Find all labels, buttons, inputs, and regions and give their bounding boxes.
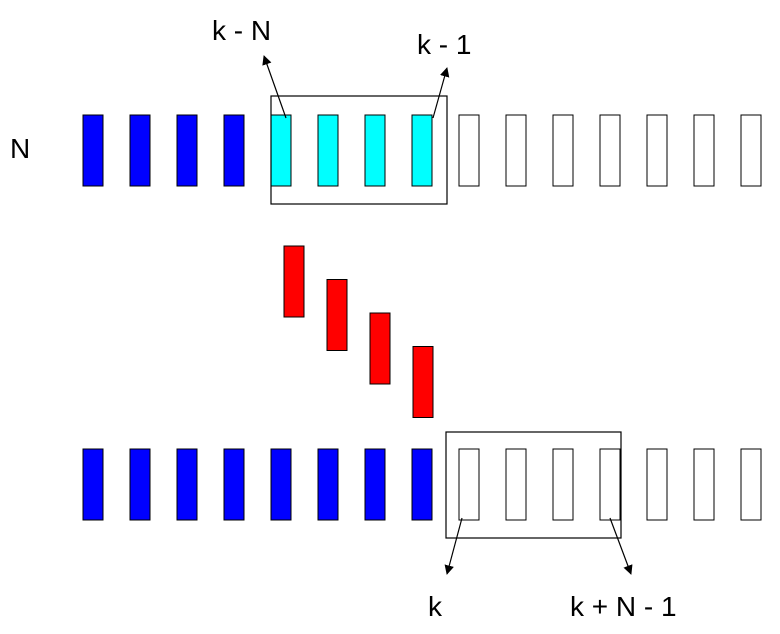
shift-block [326,279,348,351]
bottom-cell-past [223,448,245,521]
label-k-minus-1: k - 1 [417,29,471,60]
top-cell-future [552,114,574,187]
bottom-cell-future [740,448,762,521]
top-cell-window [317,114,339,187]
arrow-k-minus-1 [432,67,450,119]
shift-block [412,346,434,418]
bottom-cell-past [270,448,292,521]
top-cell-future [693,114,715,187]
bottom-cell-past [129,448,151,521]
top-cell-window [411,114,433,187]
arrow-k-minus-n [262,55,287,119]
label-k: k [428,591,443,622]
bottom-cell-future [646,448,668,521]
bottom-cell-past [176,448,198,521]
bottom-cell-past [82,448,104,521]
label-k-minus-n: k - N [212,15,271,46]
top-cell-future [646,114,668,187]
top-cell-future [740,114,762,187]
bottom-cell-past [411,448,433,521]
top-cell-future [458,114,480,187]
shift-block [369,312,391,385]
current-window-frame [270,95,448,205]
bottom-cell-future [505,448,527,521]
top-cell-future [505,114,527,187]
top-cell-past [223,114,245,187]
bottom-cell-future [458,448,480,521]
top-cell-window [364,114,386,187]
arrow-k [444,517,463,575]
top-cell-past [176,114,198,187]
shift-blocks [283,245,434,418]
top-cell-window [270,114,292,187]
top-cell-future [599,114,621,187]
top-cell-past [129,114,151,187]
bottom-cell-past [317,448,339,521]
bottom-row [82,448,762,521]
top-cell-past [82,114,104,187]
bottom-cell-future [693,448,715,521]
next-window-frame [445,431,622,539]
bottom-cell-future [552,448,574,521]
bottom-cell-past [364,448,386,521]
bottom-cell-future [599,448,621,521]
row-label-n: N [10,133,30,164]
label-k-plus-n-minus-1: k + N - 1 [570,591,677,622]
shift-block [283,245,305,318]
top-row [82,114,762,187]
arrow-k-plus-n-minus-1 [609,517,633,575]
